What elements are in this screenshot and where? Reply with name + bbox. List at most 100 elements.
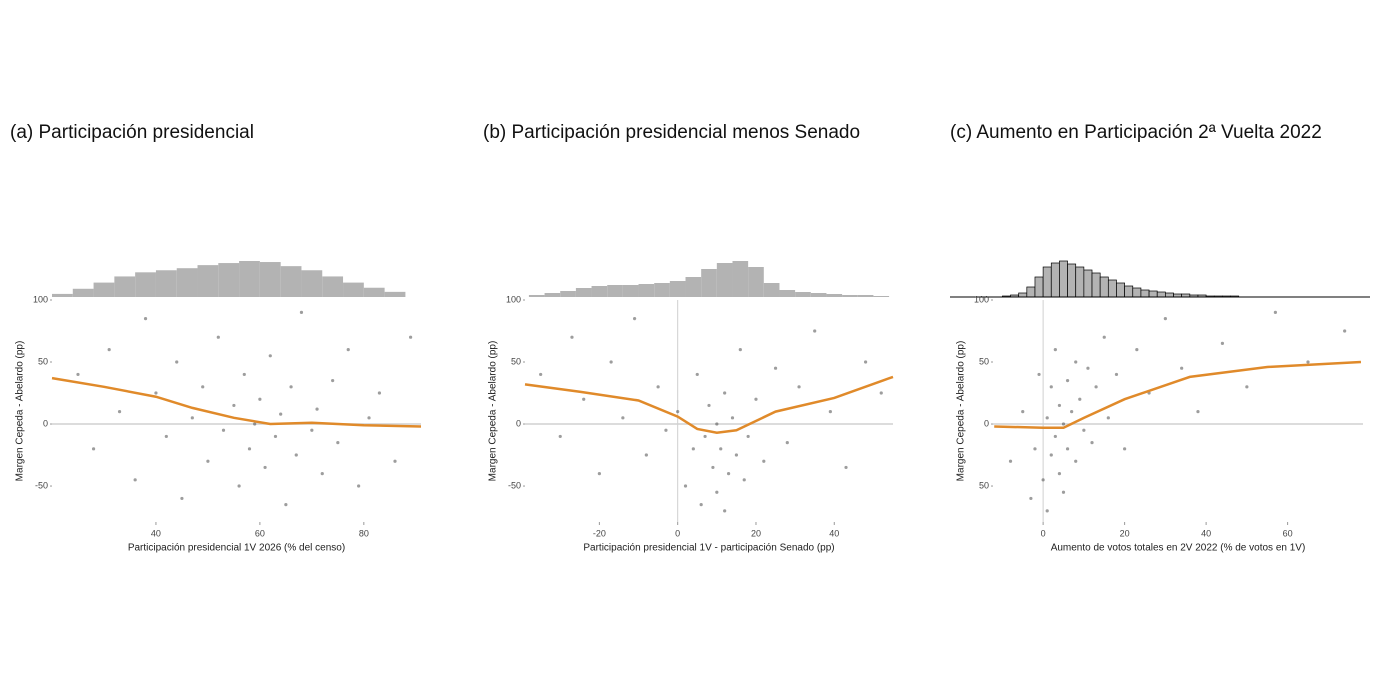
- point: [1053, 434, 1057, 439]
- hist-bar: [1124, 285, 1134, 298]
- hist-bar: [654, 283, 670, 297]
- point: [1094, 385, 1098, 389]
- hist-bar: [155, 270, 177, 297]
- hist-bar: [93, 282, 115, 297]
- hist-bar: [363, 287, 385, 297]
- point: [1041, 478, 1045, 482]
- point: [346, 348, 350, 352]
- point: [676, 410, 680, 414]
- point: [284, 503, 288, 507]
- point: [294, 453, 298, 457]
- x-tick-label: 60: [1283, 528, 1293, 538]
- point: [730, 416, 735, 420]
- x-tick-label: 20: [1120, 528, 1130, 538]
- hist-bar: [732, 261, 749, 297]
- point: [1065, 379, 1070, 383]
- x-tick-label: 40: [151, 528, 161, 538]
- x-tick-label: 0: [675, 528, 680, 538]
- hist-bar: [1059, 260, 1068, 298]
- y-tick-label: 50: [511, 356, 521, 366]
- point: [320, 472, 324, 476]
- hist-bar: [259, 262, 281, 297]
- point: [315, 407, 319, 411]
- point: [558, 434, 562, 439]
- point: [723, 509, 727, 513]
- hist-bar: [1156, 291, 1166, 298]
- hist-bar: [197, 265, 219, 297]
- y-axis-label: Margen Cepeda - Abelardo (pp): [15, 341, 26, 482]
- hist-bar: [280, 266, 302, 297]
- x-tick-label: 40: [829, 528, 839, 538]
- hist-bar: [575, 288, 592, 297]
- point: [1102, 335, 1106, 339]
- hist-bar: [1165, 292, 1174, 298]
- y-tick-label: 100: [33, 294, 48, 304]
- y-tick-label: 100: [506, 294, 521, 304]
- point: [773, 366, 778, 370]
- hist-bar: [1116, 282, 1125, 298]
- hist-bar: [1099, 276, 1109, 298]
- point: [1008, 459, 1013, 463]
- point: [1163, 317, 1167, 321]
- smooth-line: [994, 360, 1362, 429]
- point: [253, 422, 257, 426]
- x-axis-label: Aumento de votos totales en 2V 2022 (% d…: [1051, 543, 1306, 554]
- hist-bar: [544, 293, 561, 297]
- point: [377, 391, 382, 395]
- point: [133, 478, 137, 482]
- panel-title: (b) Participación presidencial menos Sen…: [483, 122, 860, 143]
- hist-bar: [842, 295, 858, 297]
- hist-bar: [1050, 262, 1060, 298]
- point: [299, 310, 304, 315]
- y-tick-label: 100: [974, 294, 989, 304]
- hist-bar: [218, 263, 240, 297]
- hist-bar: [669, 281, 686, 297]
- y-tick-label: 50: [979, 480, 989, 490]
- x-tick-label: 80: [359, 528, 369, 538]
- point: [582, 397, 586, 401]
- point: [107, 348, 111, 352]
- point: [232, 403, 236, 408]
- hist-bar: [622, 285, 639, 297]
- point: [597, 472, 601, 476]
- panel-title: (a) Participación presidencial: [10, 122, 254, 143]
- y-tick-label: 50: [38, 356, 48, 366]
- y-tick-label: 0: [984, 418, 989, 428]
- point: [1045, 509, 1049, 513]
- hist-bar: [135, 272, 156, 297]
- point: [539, 372, 543, 377]
- hist-bar: [343, 282, 364, 297]
- point: [1086, 366, 1090, 370]
- point: [609, 360, 613, 364]
- point: [621, 416, 625, 420]
- point: [367, 416, 371, 420]
- point: [268, 354, 272, 358]
- point: [1220, 341, 1225, 346]
- hist-bar: [826, 294, 843, 297]
- point: [742, 478, 746, 482]
- hist-bar: [322, 276, 344, 297]
- point: [393, 459, 397, 463]
- hist-bar: [1140, 289, 1150, 298]
- x-tick-label: 60: [255, 528, 265, 538]
- hist-bar: [384, 291, 406, 297]
- point: [754, 397, 758, 401]
- hist-bar: [52, 293, 73, 297]
- panel-title: (c) Aumento en Participación 2ª Vuelta 2…: [950, 122, 1322, 143]
- point: [863, 360, 868, 364]
- point: [1273, 310, 1277, 315]
- point: [143, 317, 148, 321]
- point: [711, 465, 715, 470]
- hist-bar: [607, 285, 623, 297]
- point: [1029, 496, 1033, 501]
- point: [273, 434, 278, 439]
- hist-bar: [528, 295, 545, 297]
- point: [201, 385, 205, 389]
- point: [1070, 410, 1074, 414]
- point: [644, 453, 648, 457]
- point: [1037, 372, 1041, 377]
- x-tick-label: 0: [1041, 528, 1046, 538]
- point: [719, 447, 723, 451]
- x-tick-label: 40: [1201, 528, 1211, 538]
- y-axis-label: Margen Cepeda - Abelardo (pp): [956, 341, 967, 482]
